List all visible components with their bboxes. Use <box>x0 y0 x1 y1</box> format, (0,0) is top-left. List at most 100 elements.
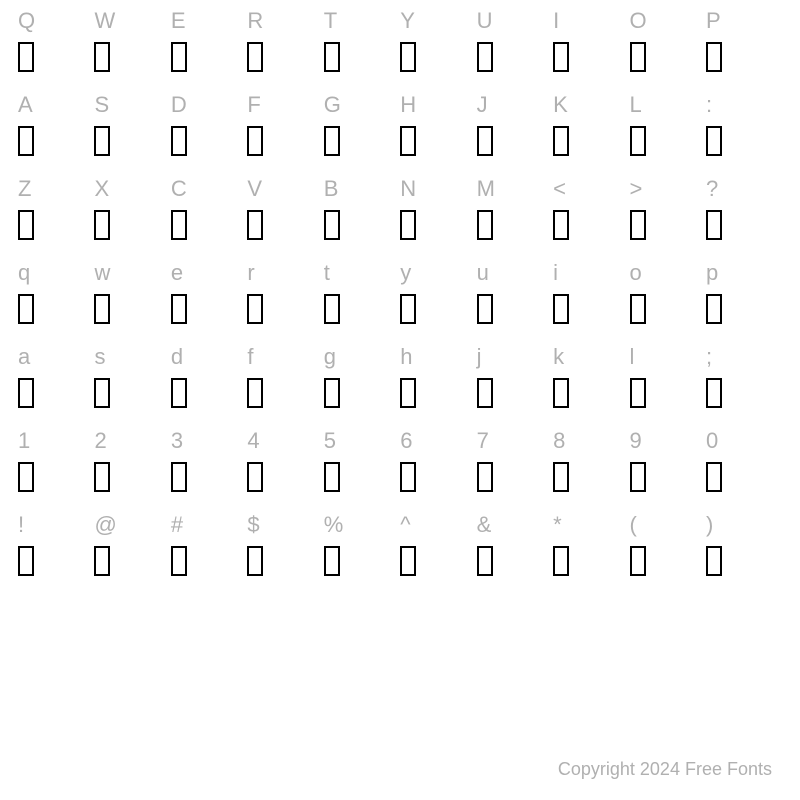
glyph-box <box>171 462 187 492</box>
glyph-box <box>400 378 416 408</box>
char-label: 2 <box>94 426 107 456</box>
char-label: 7 <box>477 426 490 456</box>
glyph-box <box>18 546 34 576</box>
glyph-box <box>324 294 340 324</box>
char-label: 9 <box>630 426 643 456</box>
char-cell: S <box>94 90 170 156</box>
char-label: 3 <box>171 426 184 456</box>
char-label: Z <box>18 174 32 204</box>
glyph-box <box>400 210 416 240</box>
char-cell: u <box>477 258 553 324</box>
char-cell: > <box>630 174 706 240</box>
glyph-box <box>324 462 340 492</box>
char-cell: < <box>553 174 629 240</box>
char-cell: 9 <box>630 426 706 492</box>
char-label: : <box>706 90 713 120</box>
char-cell: 5 <box>324 426 400 492</box>
glyph-box <box>171 210 187 240</box>
glyph-box <box>400 546 416 576</box>
char-label: 8 <box>553 426 566 456</box>
char-cell: * <box>553 510 629 576</box>
char-label: M <box>477 174 496 204</box>
char-label: 0 <box>706 426 719 456</box>
char-label: $ <box>247 510 260 540</box>
char-label: ; <box>706 342 713 372</box>
glyph-box <box>171 42 187 72</box>
char-label: 4 <box>247 426 260 456</box>
char-cell: 0 <box>706 426 782 492</box>
char-row: 1 2 3 4 5 6 7 8 9 0 <box>18 426 782 510</box>
char-row: a s d f g h j k l ; <box>18 342 782 426</box>
char-label: h <box>400 342 413 372</box>
char-label: a <box>18 342 31 372</box>
glyph-box <box>553 126 569 156</box>
char-cell: R <box>247 6 323 72</box>
char-cell: s <box>94 342 170 408</box>
char-cell: j <box>477 342 553 408</box>
char-label: A <box>18 90 33 120</box>
char-label: T <box>324 6 338 36</box>
glyph-box <box>324 126 340 156</box>
char-cell: Q <box>18 6 94 72</box>
char-label: Q <box>18 6 36 36</box>
glyph-box <box>630 546 646 576</box>
char-label: V <box>247 174 262 204</box>
char-label: ! <box>18 510 25 540</box>
char-cell: f <box>247 342 323 408</box>
glyph-box <box>477 210 493 240</box>
glyph-box <box>400 42 416 72</box>
char-label: G <box>324 90 342 120</box>
char-cell: P <box>706 6 782 72</box>
char-label: H <box>400 90 416 120</box>
char-label: t <box>324 258 331 288</box>
char-cell: B <box>324 174 400 240</box>
char-cell: X <box>94 174 170 240</box>
char-cell: L <box>630 90 706 156</box>
char-cell: ? <box>706 174 782 240</box>
glyph-box <box>630 378 646 408</box>
char-cell: y <box>400 258 476 324</box>
char-label: s <box>94 342 106 372</box>
char-label: U <box>477 6 493 36</box>
char-label: D <box>171 90 187 120</box>
char-label: u <box>477 258 490 288</box>
glyph-box <box>94 378 110 408</box>
glyph-box <box>18 42 34 72</box>
glyph-box <box>477 126 493 156</box>
char-label: @ <box>94 510 117 540</box>
char-label: p <box>706 258 719 288</box>
char-cell: Y <box>400 6 476 72</box>
char-cell: A <box>18 90 94 156</box>
char-label: e <box>171 258 184 288</box>
char-cell: % <box>324 510 400 576</box>
char-label: k <box>553 342 565 372</box>
char-label: j <box>477 342 482 372</box>
glyph-box <box>553 210 569 240</box>
char-cell: t <box>324 258 400 324</box>
char-row: ! @ # $ % ^ & * ( ) <box>18 510 782 594</box>
char-cell: T <box>324 6 400 72</box>
char-label: l <box>630 342 635 372</box>
char-cell: k <box>553 342 629 408</box>
glyph-box <box>324 210 340 240</box>
glyph-box <box>247 126 263 156</box>
char-label: 5 <box>324 426 337 456</box>
glyph-box <box>706 126 722 156</box>
char-cell: w <box>94 258 170 324</box>
glyph-box <box>553 294 569 324</box>
char-label: F <box>247 90 261 120</box>
char-label: E <box>171 6 186 36</box>
glyph-box <box>94 42 110 72</box>
char-cell: 3 <box>171 426 247 492</box>
char-cell: H <box>400 90 476 156</box>
char-cell: N <box>400 174 476 240</box>
glyph-box <box>477 378 493 408</box>
char-label: O <box>630 6 648 36</box>
char-label: I <box>553 6 560 36</box>
glyph-box <box>18 126 34 156</box>
glyph-box <box>94 462 110 492</box>
char-cell: E <box>171 6 247 72</box>
char-cell: W <box>94 6 170 72</box>
char-cell: ( <box>630 510 706 576</box>
glyph-box <box>706 546 722 576</box>
